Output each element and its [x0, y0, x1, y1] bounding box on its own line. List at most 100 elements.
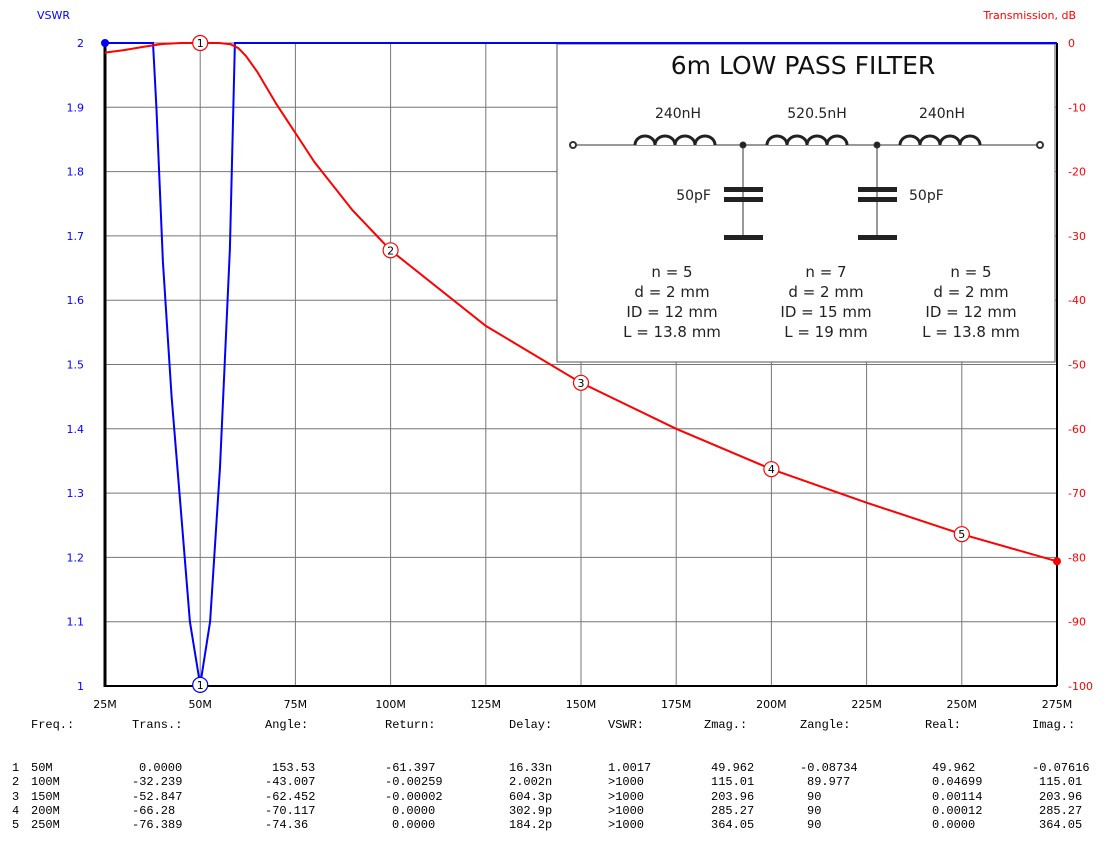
transmission-curve	[104, 42, 1058, 563]
table-cell: 184.2p	[509, 818, 553, 833]
coil-spec-line: n = 5	[950, 263, 991, 281]
x-tick-label: 250M	[947, 698, 978, 711]
coil-spec-line: d = 2 mm	[933, 283, 1008, 301]
table-cell: 89.977	[807, 775, 851, 790]
coil-spec-line: n = 7	[805, 263, 846, 281]
table-cell: 302.9p	[509, 803, 553, 818]
table-header: Freq.:	[31, 718, 75, 732]
table-cell: 203.96	[1039, 789, 1083, 804]
capacitor-2	[858, 187, 897, 240]
table-cell: 115.01	[711, 775, 755, 790]
table-cell: 203.96	[711, 789, 755, 804]
left-tick-label: 1.5	[67, 359, 85, 372]
coil-spec-line: d = 2 mm	[788, 283, 863, 301]
x-tick-label: 25M	[93, 698, 117, 711]
table-cell: 5	[12, 818, 20, 833]
table-cell: 90	[807, 818, 822, 833]
coil-spec-line: ID = 12 mm	[626, 303, 717, 321]
coil-spec-line: L = 13.8 mm	[922, 323, 1020, 341]
schematic	[569, 134, 1044, 240]
table-cell: 50M	[31, 761, 53, 775]
table-cell: 153.53	[272, 761, 316, 775]
table-cell: 285.27	[711, 803, 755, 818]
table-cell: 16.33n	[509, 761, 553, 775]
coil-spec-line: d = 2 mm	[634, 283, 709, 301]
transmission-end-dot	[1053, 557, 1061, 566]
table-cell: -52.847	[132, 789, 183, 804]
inductor-1	[633, 134, 717, 146]
table-header: Real:	[925, 718, 962, 732]
marker-1: 1	[192, 676, 209, 694]
left-tick-label: 1.9	[67, 101, 85, 114]
table-cell: -70.117	[265, 803, 316, 818]
left-tick-label: 1.4	[67, 423, 85, 436]
right-tick-label: -40	[1068, 294, 1086, 307]
marker-1: 1	[192, 34, 209, 52]
table-header: Trans.:	[132, 718, 183, 732]
table-cell: 90	[807, 803, 822, 818]
output-terminal	[1036, 141, 1044, 149]
left-tick-label: 1	[77, 680, 84, 693]
x-tick-label: 100M	[375, 698, 406, 711]
table-cell: >1000	[608, 803, 645, 818]
table-cell: -66.28	[132, 803, 176, 818]
marker-5: 5	[953, 526, 970, 543]
table-cell: -0.07616	[1032, 761, 1090, 775]
left-tick-label: 1.1	[67, 616, 85, 629]
table-header: Zmag.:	[704, 718, 748, 732]
inductor-3-label: 240nH	[919, 106, 965, 122]
right-tick-label: -70	[1068, 487, 1086, 500]
right-tick-label: -60	[1068, 423, 1086, 436]
coil-spec-line: ID = 15 mm	[780, 303, 871, 321]
coil-spec-line: n = 5	[651, 263, 692, 281]
table-cell: 364.05	[1039, 818, 1083, 833]
capacitor-1-label: 50pF	[676, 188, 711, 204]
table-cell: 3	[12, 789, 20, 804]
table-cell: 0.0000	[139, 761, 183, 775]
left-tick-label: 1.7	[67, 230, 85, 243]
vswr-start-dot	[101, 39, 109, 47]
table-cell: 285.27	[1039, 803, 1083, 818]
x-tick-label: 125M	[471, 698, 502, 711]
coil-spec-line: L = 13.8 mm	[623, 323, 721, 341]
right-tick-label: -20	[1068, 166, 1086, 179]
x-tick-label: 75M	[284, 698, 308, 711]
table-cell: 0.00114	[932, 789, 983, 804]
table-cell: -0.00002	[385, 789, 443, 804]
right-tick-label: -10	[1068, 101, 1086, 114]
x-tick-label: 175M	[661, 698, 692, 711]
table-cell: 2.002n	[509, 775, 553, 790]
marker-circle	[572, 374, 590, 391]
inductor-2	[765, 134, 849, 146]
marker-label: 2	[387, 244, 394, 257]
marker-table: Freq.: Trans.: Angle: Return: Delay: VSWR: Zma…	[0, 718, 1112, 838]
marker-label: 5	[958, 528, 965, 541]
coil-specs: n = 5 d = 2 mm ID = 12 mm L = 13.8 mm n = 7 d…	[623, 263, 1020, 341]
table-cell: -62.452	[265, 789, 316, 804]
marker-4: 4	[763, 461, 780, 478]
markers: 1 1 2 3 4 5	[192, 34, 970, 694]
filter-inset: 6m LOW PASS FILTER 240nH 520.5nH 240nH 5…	[556, 43, 1056, 363]
capacitor-1	[724, 187, 763, 240]
table-cell: 4	[12, 803, 20, 818]
inductor-3	[898, 134, 982, 146]
marker-circle	[953, 526, 970, 543]
inductor-2-label: 520.5nH	[787, 106, 846, 122]
x-tick-label: 50M	[188, 698, 212, 711]
table-header: Zangle:	[800, 718, 851, 732]
table-cell: 90	[807, 789, 822, 804]
right-tick-label: -50	[1068, 359, 1086, 372]
right-tick-label: -90	[1068, 616, 1086, 629]
right-tick-label: -80	[1068, 551, 1086, 564]
left-tick-label: 2	[77, 37, 84, 50]
marker-circle	[192, 676, 209, 694]
table-cell: 0.00012	[932, 803, 983, 818]
coil-spec-line: L = 19 mm	[784, 323, 868, 341]
marker-label: 3	[578, 377, 585, 390]
left-tick-label: 1.6	[67, 294, 85, 307]
coil-spec-line: ID = 12 mm	[925, 303, 1016, 321]
table-cell: 1.0017	[608, 761, 652, 775]
table-cell: 200M	[31, 803, 60, 818]
right-axis-label: Transmission, dB	[982, 9, 1076, 22]
left-axis-label: VSWR	[37, 9, 70, 22]
